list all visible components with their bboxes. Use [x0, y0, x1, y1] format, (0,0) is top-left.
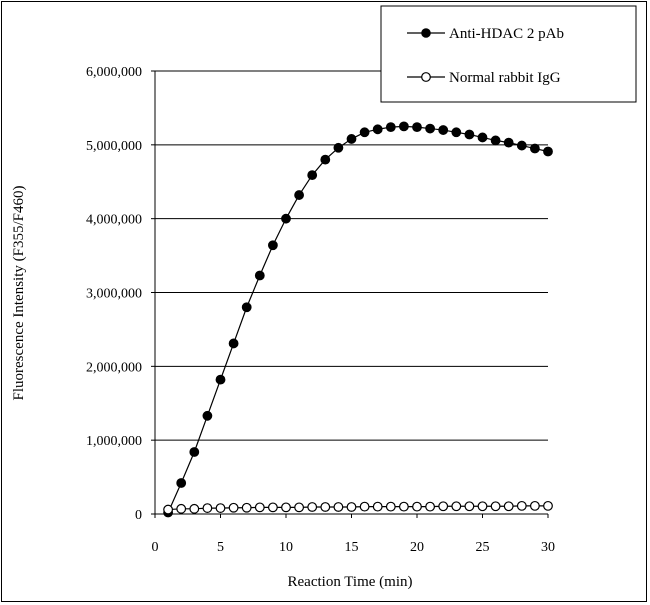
series-2-point: [425, 501, 436, 512]
series-2-point: [516, 500, 527, 511]
x-tick-label-4: 20: [410, 540, 424, 555]
x-tick-label-0: 0: [152, 540, 159, 555]
series-2-point: [477, 501, 488, 512]
legend: Anti-HDAC 2 pAb Normal rabbit IgG: [380, 5, 637, 103]
series-1-point: [503, 137, 514, 148]
series-1-point: [320, 154, 331, 165]
y-tick-label-6: 6,000,000: [86, 65, 142, 80]
series-2-point: [202, 503, 213, 513]
series-1-point: [451, 127, 462, 138]
series-2-point: [176, 503, 187, 514]
legend-entry-2: Normal rabbit IgG: [407, 70, 561, 86]
series-2-point: [372, 501, 383, 512]
series-1-point: [543, 146, 553, 157]
series-2-point: [438, 501, 449, 512]
series-2-point: [294, 502, 305, 513]
legend-marker-1: [421, 28, 431, 38]
series-1-point: [530, 143, 540, 154]
series-2-point: [451, 501, 462, 512]
x-tick-label-6: 30: [541, 540, 555, 555]
series-2-point: [268, 502, 278, 513]
series-1-point: [268, 240, 278, 251]
series-1-point: [241, 302, 252, 313]
series-2-point: [412, 501, 422, 512]
series-2-point: [543, 500, 553, 511]
series-1-point: [438, 125, 449, 135]
x-tick-label-1: 5: [217, 540, 224, 555]
x-axis-label: Reaction Time (min): [288, 574, 413, 590]
series-1-point: [307, 170, 318, 181]
series-2-point: [359, 501, 370, 512]
series-1-point: [490, 135, 501, 146]
series-1-point: [425, 123, 436, 134]
series-2-point: [241, 502, 252, 513]
series-group: [163, 121, 553, 518]
series-2-point: [530, 500, 540, 511]
y-axis-label: Fluorescence Intensity (F355/F460): [11, 186, 27, 401]
series-2-point: [307, 502, 318, 512]
series-2-point: [189, 503, 200, 514]
legend-box: [380, 5, 637, 103]
y-tick-label-0: 0: [135, 508, 142, 523]
x-tick-label-2: 10: [279, 540, 293, 555]
y-tick-label-4: 4,000,000: [86, 213, 142, 228]
series-2-point: [399, 501, 409, 512]
series-2-point: [215, 503, 226, 513]
series-1-line: [167, 125, 549, 513]
x-tick-labels: 0 5 10 15 20 25 30: [152, 540, 556, 555]
series-1-point: [228, 338, 239, 349]
series-2-point: [464, 501, 475, 512]
series-1-point: [202, 410, 213, 421]
legend-label-1: Anti-HDAC 2 pAb: [449, 26, 564, 42]
series-2-point: [490, 501, 501, 512]
series-1-point: [359, 127, 370, 138]
y-tick-labels: 0 1,000,000 2,000,000 3,000,000 4,000,000 5,0…: [86, 65, 142, 523]
y-tick-label-2: 2,000,000: [86, 360, 142, 375]
x-tick-label-5: 25: [476, 540, 490, 555]
series-1-point: [333, 142, 344, 153]
gridlines: [155, 70, 548, 441]
series-1-point: [399, 121, 409, 132]
series-1-point: [372, 124, 383, 135]
series-1-point: [254, 270, 265, 281]
x-tick-label-3: 15: [345, 540, 359, 555]
y-tick-label-3: 3,000,000: [86, 287, 142, 302]
axes: [151, 70, 549, 518]
series-1-point: [464, 129, 475, 140]
y-tick-label-1: 1,000,000: [86, 434, 142, 449]
y-tick-label-5: 5,000,000: [86, 139, 142, 154]
series-1-point: [176, 478, 187, 488]
series-2-point: [254, 502, 265, 513]
series-2-point: [228, 502, 239, 513]
legend-entry-1: Anti-HDAC 2 pAb: [407, 26, 564, 42]
series-2-point: [333, 502, 344, 512]
series-1-point: [477, 132, 488, 143]
series-2-point: [385, 501, 396, 512]
series-1-point: [385, 122, 396, 133]
series-1-point: [189, 447, 200, 457]
series-1-point: [281, 213, 291, 224]
series-2-point: [503, 501, 514, 512]
series-1-point: [412, 122, 422, 133]
series-1-point: [516, 140, 527, 151]
legend-marker-2: [421, 72, 431, 82]
series-2-point: [320, 502, 331, 512]
series-2-point: [281, 502, 291, 513]
series-1-point: [346, 134, 357, 144]
series-1-point: [294, 190, 305, 200]
series-2-point: [163, 504, 174, 515]
legend-label-2: Normal rabbit IgG: [449, 70, 561, 86]
series-1-point: [215, 374, 226, 385]
series-2-point: [346, 502, 357, 512]
